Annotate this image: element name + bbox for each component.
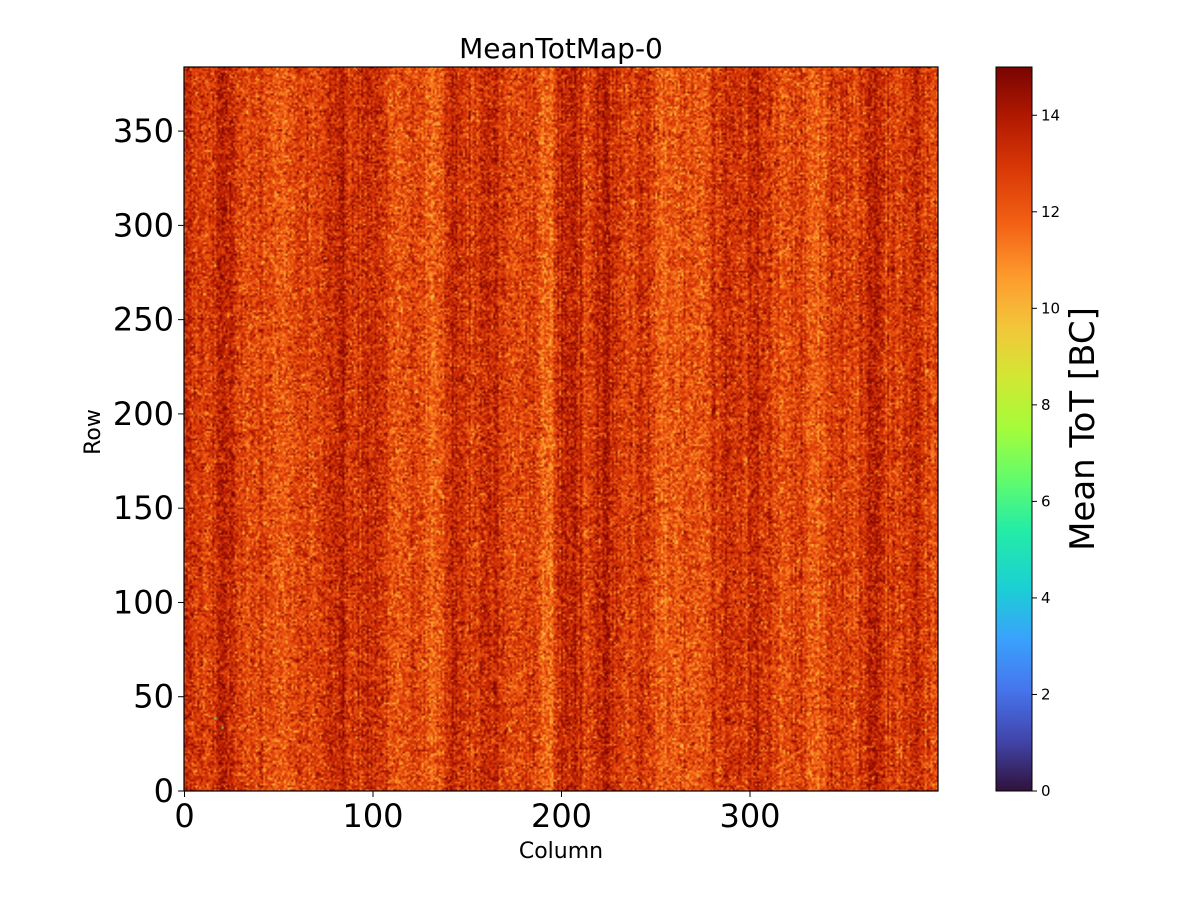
y-tick-label: 350 [113, 112, 174, 150]
x-tick-label: 200 [531, 797, 592, 835]
colorbar-tick-label: 4 [1041, 589, 1051, 607]
colorbar [995, 66, 1033, 792]
x-tick-label: 300 [719, 797, 780, 835]
colorbar-tick-label: 12 [1041, 203, 1060, 221]
colorbar-tick-label: 6 [1041, 492, 1051, 510]
x-axis-ticks: 0 100 200 300 [174, 791, 781, 835]
x-tick-label: 0 [174, 797, 194, 835]
chart-title: MeanTotMap-0 [459, 32, 663, 65]
y-tick-label: 300 [113, 206, 174, 244]
colorbar-tick-label: 8 [1041, 396, 1051, 414]
x-tick-label: 100 [342, 797, 403, 835]
colorbar-tick-label: 14 [1041, 106, 1060, 124]
y-tick-label: 150 [113, 489, 174, 527]
x-axis-label: Column [519, 839, 603, 864]
y-axis-ticks: 0 50 100 150 200 250 300 350 [113, 112, 184, 810]
y-tick-label: 100 [113, 583, 174, 621]
colorbar-label: Mean ToT [BC] [1063, 307, 1103, 551]
colorbar-tick-label: 2 [1041, 685, 1051, 703]
y-tick-label: 200 [113, 395, 174, 433]
y-axis-label: Row [81, 409, 106, 455]
heatmap-image [184, 67, 938, 791]
y-tick-label: 0 [154, 772, 174, 810]
y-tick-label: 250 [113, 301, 174, 339]
colorbar-tick-label: 0 [1041, 782, 1051, 800]
y-tick-label: 50 [133, 678, 174, 716]
colorbar-tick-label: 10 [1041, 299, 1060, 317]
colorbar-ticks: 0 2 4 6 8 10 12 14 [1032, 106, 1060, 800]
